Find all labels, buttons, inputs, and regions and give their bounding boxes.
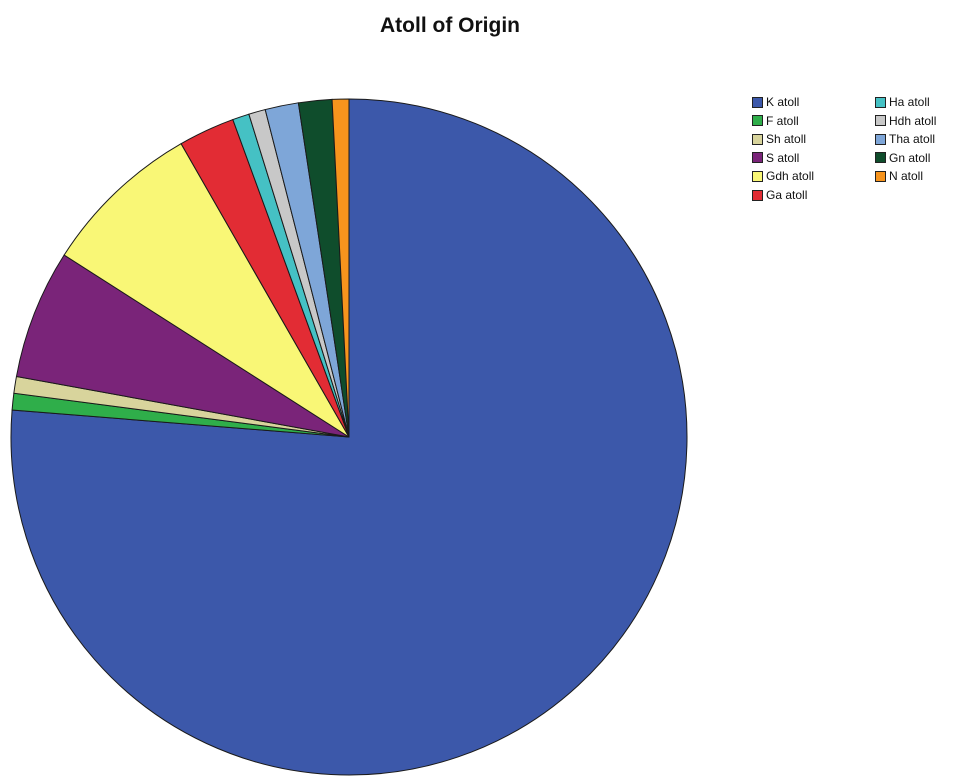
pie-slice-n-atoll — [331, 98, 350, 438]
legend-item-s-atoll: S atoll — [752, 149, 799, 167]
legend-swatch — [752, 133, 763, 145]
legend-item-k-atoll: K atoll — [752, 93, 799, 111]
legend-item-f-atoll: F atoll — [752, 112, 799, 130]
legend-item-sh-atoll: Sh atoll — [752, 130, 806, 148]
legend-item-tha-atoll: Tha atoll — [875, 130, 935, 148]
legend-item-hdh-atoll: Hdh atoll — [875, 112, 936, 130]
legend-item-gdh-atoll: Gdh atoll — [752, 167, 814, 185]
legend-swatch — [752, 96, 763, 108]
chart-title: Atoll of Origin — [380, 14, 520, 37]
legend-item-ga-atoll: Ga atoll — [752, 186, 807, 204]
legend-label: S atoll — [766, 150, 800, 165]
legend-swatch — [752, 152, 763, 164]
legend-label: F atoll — [766, 113, 799, 128]
legend-swatch — [875, 115, 886, 127]
legend-swatch — [875, 170, 886, 182]
legend-label: Gn atoll — [889, 150, 931, 165]
legend-swatch — [752, 189, 763, 201]
legend-label: K atoll — [766, 95, 800, 109]
legend-item-gn-atoll: Gn atoll — [875, 149, 930, 167]
legend-label: Ga atoll — [766, 188, 808, 202]
legend-swatch — [875, 152, 886, 164]
legend-label: Hdh atoll — [889, 113, 937, 128]
legend-label: N atoll — [889, 169, 924, 184]
legend-label: Tha atoll — [889, 132, 936, 147]
legend-swatch — [875, 133, 886, 145]
legend-item-ha-atoll: Ha atoll — [875, 93, 930, 111]
pie-slice-gdh-atoll — [63, 142, 350, 438]
pie-slice-s-atoll — [15, 254, 350, 438]
legend-swatch — [875, 96, 886, 108]
legend-item-n-atoll: N atoll — [875, 167, 923, 185]
legend-swatch — [752, 115, 763, 127]
legend-label: Ha atoll — [889, 95, 930, 109]
legend-label: Gdh atoll — [766, 169, 815, 184]
legend-label: Sh atoll — [766, 132, 807, 147]
legend-swatch — [752, 170, 763, 182]
